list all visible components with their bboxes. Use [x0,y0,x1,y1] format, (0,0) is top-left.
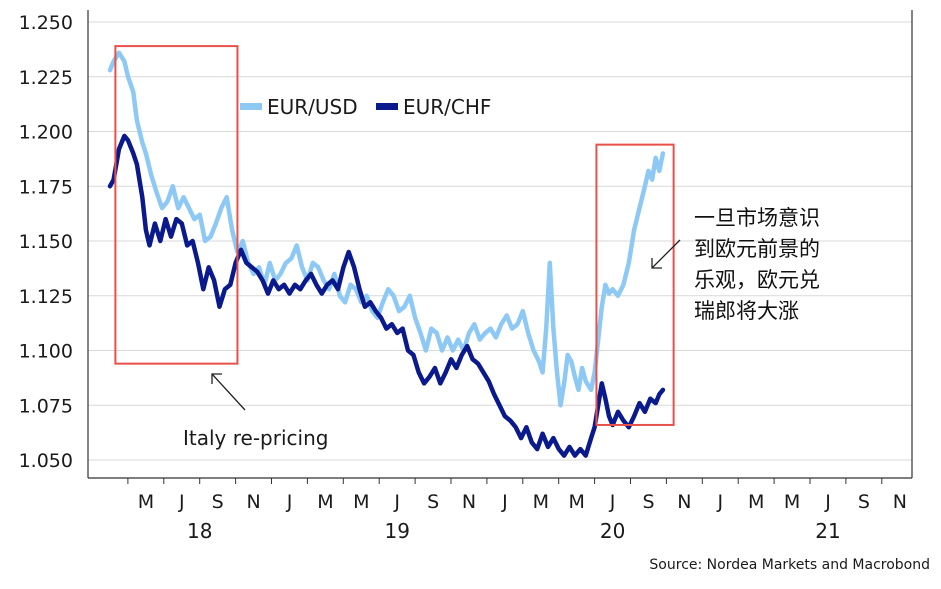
y-tick-label: 1.150 [19,231,73,253]
y-tick-label: 1.200 [19,122,73,144]
source-note: Source: Nordea Markets and Macrobond [649,557,930,573]
x-tick-label: S [427,491,439,513]
annotation-cn-line-1: 一旦市场意识 [694,206,820,230]
y-tick-label: 1.250 [19,12,73,34]
y-tick-label: 1.075 [19,395,73,417]
legend-swatch-eurchf [376,103,398,110]
annotation-italy: Italy re-pricing [183,373,328,450]
x-tick-label: M [784,491,800,513]
x-tick-label: N [462,491,476,513]
x-tick-label: J [716,491,723,513]
highlight-box-2020 [595,143,675,426]
annotation-cn-line-2: 到欧元前景的 [694,237,820,261]
x-tick-label: J [824,491,831,513]
x-tick-label: M [748,491,764,513]
highlight-box-2018 [114,45,239,365]
x-tick-label: M [353,491,369,513]
y-tick-label: 1.100 [19,341,73,363]
x-tick-label: M [568,491,584,513]
x-tick-label: N [677,491,691,513]
x-tick-label: J [609,491,616,513]
series-lines [107,50,666,458]
series-line-eurchf [107,133,666,458]
annotation-cn-arrow [651,239,681,269]
annotation-cn: 一旦市场意识 到欧元前景的 乐观，欧元兑 瑞郎将大涨 [651,206,820,323]
y-tick-label: 1.125 [19,286,73,308]
x-tick-label: S [212,491,224,513]
annotation-cn-line-3: 乐观，欧元兑 [694,268,820,292]
year-label: 20 [600,519,625,543]
legend-swatch-eurusd [240,103,262,110]
x-tick-label: S [642,491,654,513]
y-tick-label: 1.050 [19,450,73,472]
x-tick-label: M [138,491,154,513]
y-tick-label: 1.225 [19,67,73,89]
annotation-italy-arrowhead [211,373,222,384]
legend-label-eurchf: EUR/CHF [403,95,491,119]
x-tick-label: M [317,491,333,513]
x-tick-label: J [501,491,508,513]
y-tick-label: 1.175 [19,176,73,198]
x-tick-label: J [393,491,400,513]
legend-label-eurusd: EUR/USD [267,95,358,119]
x-tick-label: N [893,491,907,513]
x-tick-label: J [178,491,185,513]
x-tick-label: N [246,491,260,513]
series-line-eurusd [107,50,666,408]
annotation-cn-line-4: 瑞郎将大涨 [694,299,799,323]
x-tick-label: M [533,491,549,513]
gridlines [88,21,912,461]
annotation-italy-text: Italy re-pricing [183,426,328,450]
highlight-boxes [114,45,675,426]
x-tick-label: S [858,491,870,513]
annotation-cn-arrowhead [651,258,662,269]
legend: EUR/USD EUR/CHF [240,95,491,119]
axes [87,10,913,479]
year-label: 19 [384,519,409,543]
y-axis-ticks: 1.250 1.225 1.200 1.175 1.150 1.125 1.100 1.075… [19,12,73,472]
x-axis-ticks: M J S N J M M J S N J M M J S N J M M J S N18 19 20 21 [127,478,907,543]
x-tick-label: J [286,491,293,513]
annotation-italy-arrow [211,373,246,411]
year-label: 18 [187,519,212,543]
year-label: 21 [815,519,840,543]
